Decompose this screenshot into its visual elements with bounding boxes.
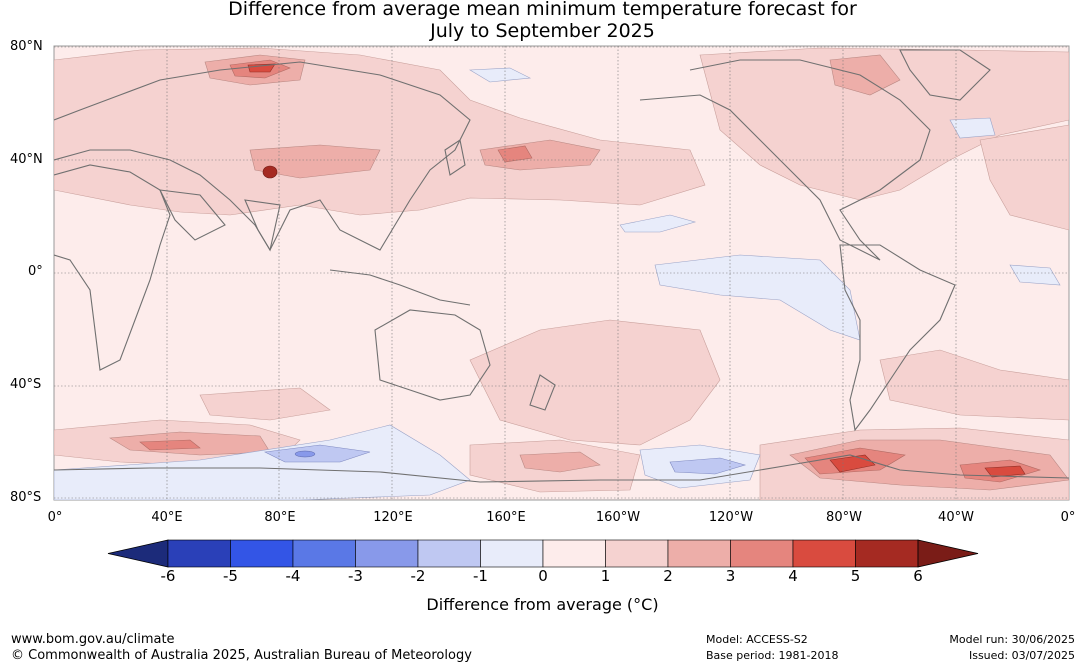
contour-3-4-indian-south (139, 439, 201, 451)
colorbar-tick-label: -3 (348, 567, 363, 585)
colorbar-segment (292, 539, 356, 568)
colorbar-tick-label: -5 (223, 567, 238, 585)
europe-asia-outline (54, 61, 471, 252)
contour-1-2-eurasia (54, 47, 706, 216)
contour-0-minus1-atlantic-east (1009, 264, 1061, 286)
colorbar-segment (730, 539, 794, 568)
contour-0-minus1-north-pacific (619, 214, 697, 233)
contour-2-3-north-pacific (479, 139, 601, 171)
colorbar-extend-high (917, 539, 979, 568)
contour-2-3-pacific-south (519, 451, 601, 473)
colorbar-segment (167, 539, 231, 568)
colorbar-segment (480, 539, 544, 568)
greenland-outline (899, 49, 991, 101)
footer-model-run: Model run: 30/06/2025 (949, 633, 1075, 646)
antarctica-outline (54, 454, 1069, 483)
lat-label-40n: 40°N (10, 152, 43, 167)
contour-5-6-tibet (262, 165, 278, 179)
lon-label-0-east: 0° (1060, 510, 1076, 525)
north-america-outline (639, 59, 931, 261)
lon-label-160e: 160°E (486, 510, 526, 525)
colorbar-tick-label: 5 (850, 567, 861, 585)
contour-0-minus1-antarctic-indian (54, 424, 471, 500)
colorbar-tick-label: -1 (473, 567, 488, 585)
colorbar-tick-label: -2 (410, 567, 426, 585)
lon-label-40e: 40°E (151, 510, 183, 525)
lon-label-40w: 40°W (938, 510, 974, 525)
lat-label-equator: 0° (28, 264, 43, 279)
colorbar-segment (605, 539, 669, 568)
arabia-outline (159, 189, 226, 241)
contour-1-2-north-atlantic (979, 124, 1069, 231)
contour-2-3-central-asia (249, 144, 381, 179)
footer-website: www.bom.gov.au/climate (11, 632, 175, 647)
contour-0-minus1-atlantic (949, 117, 996, 139)
new-zealand-outline (529, 374, 556, 411)
lat-label-80s: 80°S (10, 490, 42, 505)
footer-copyright: © Commonwealth of Australia 2025, Austra… (11, 648, 472, 663)
colorbar-segments (107, 539, 979, 568)
contour-1-2-south-pacific (469, 319, 721, 446)
colorbar-tick-label: 4 (788, 567, 798, 585)
colorbar-segment (417, 539, 481, 568)
lon-label-80e: 80°E (264, 510, 296, 525)
colorbar-tick-label: 2 (663, 567, 673, 585)
contour-0-minus1-equatorial-pacific (654, 254, 861, 341)
colorbar-segment (542, 539, 606, 568)
colorbar-segment (355, 539, 419, 568)
colorbar-tick-label: 3 (725, 567, 736, 585)
contour-1-2-south-america (879, 349, 1069, 421)
india-outline (244, 199, 281, 252)
colorbar-tick-label: -6 (160, 567, 176, 585)
footer-base-period: Base period: 1981-2018 (706, 649, 839, 662)
lat-label-40s: 40°S (10, 377, 42, 392)
colorbar-segment (230, 539, 294, 568)
anomaly-contours (54, 47, 1069, 500)
contour-minus2-minus3-antarctic (294, 450, 316, 458)
africa-outline (54, 164, 171, 371)
footer-model: Model: ACCESS-S2 (706, 633, 808, 646)
lon-label-120w: 120°W (708, 510, 754, 525)
graticule (54, 46, 1069, 500)
colorbar-segment (792, 539, 856, 568)
colorbar-tick-label: 6 (913, 567, 923, 585)
contour-3-4-north-pacific (497, 145, 533, 163)
japan-outline (444, 139, 466, 176)
land-outlines (54, 49, 1069, 483)
chart-title-line-1: Difference from average mean minimum tem… (228, 0, 857, 20)
lon-label-0-west: 0° (47, 510, 63, 525)
colorbar-tick-label: 0 (538, 567, 548, 585)
indonesia-outline (329, 269, 471, 306)
lon-label-160w: 160°W (595, 510, 641, 525)
colorbar-segment (855, 539, 919, 568)
contour-2-3-canada (829, 54, 901, 96)
colorbar-tick-label: -4 (285, 567, 301, 585)
footer-issued: Issued: 03/07/2025 (968, 649, 1075, 662)
colorbar-label: Difference from average (°C) (426, 595, 659, 614)
lon-label-120e: 120°E (373, 510, 413, 525)
colorbar-tick-label: 1 (600, 567, 611, 585)
colorbar-segment (667, 539, 731, 568)
contour-1-2-indian (199, 387, 331, 421)
colorbar-extend-low (107, 539, 169, 568)
south-america-outline (839, 244, 956, 432)
contour-minus1-minus2-antarctic (263, 444, 371, 463)
chart-title-line-2: July to September 2025 (430, 20, 655, 42)
lat-label-80n: 80°N (10, 39, 43, 54)
australia-outline (374, 309, 491, 401)
lon-label-80w: 80°W (826, 510, 862, 525)
contour-0-minus1-arctic (468, 67, 532, 83)
contour-4-5-southern-atlantic (984, 465, 1026, 478)
